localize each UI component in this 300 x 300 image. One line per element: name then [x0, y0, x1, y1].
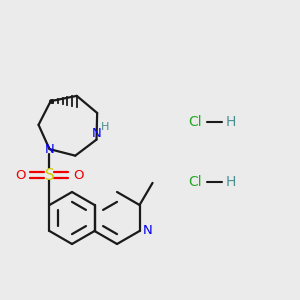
Text: O: O — [73, 169, 84, 182]
Text: Cl: Cl — [188, 175, 202, 189]
Text: Cl: Cl — [188, 115, 202, 129]
Text: H: H — [101, 122, 110, 132]
Text: S: S — [45, 168, 54, 183]
Text: N: N — [143, 224, 152, 238]
Text: H: H — [226, 175, 236, 189]
Text: N: N — [92, 127, 101, 140]
Text: N: N — [45, 142, 54, 156]
Text: H: H — [226, 115, 236, 129]
Text: O: O — [15, 169, 26, 182]
